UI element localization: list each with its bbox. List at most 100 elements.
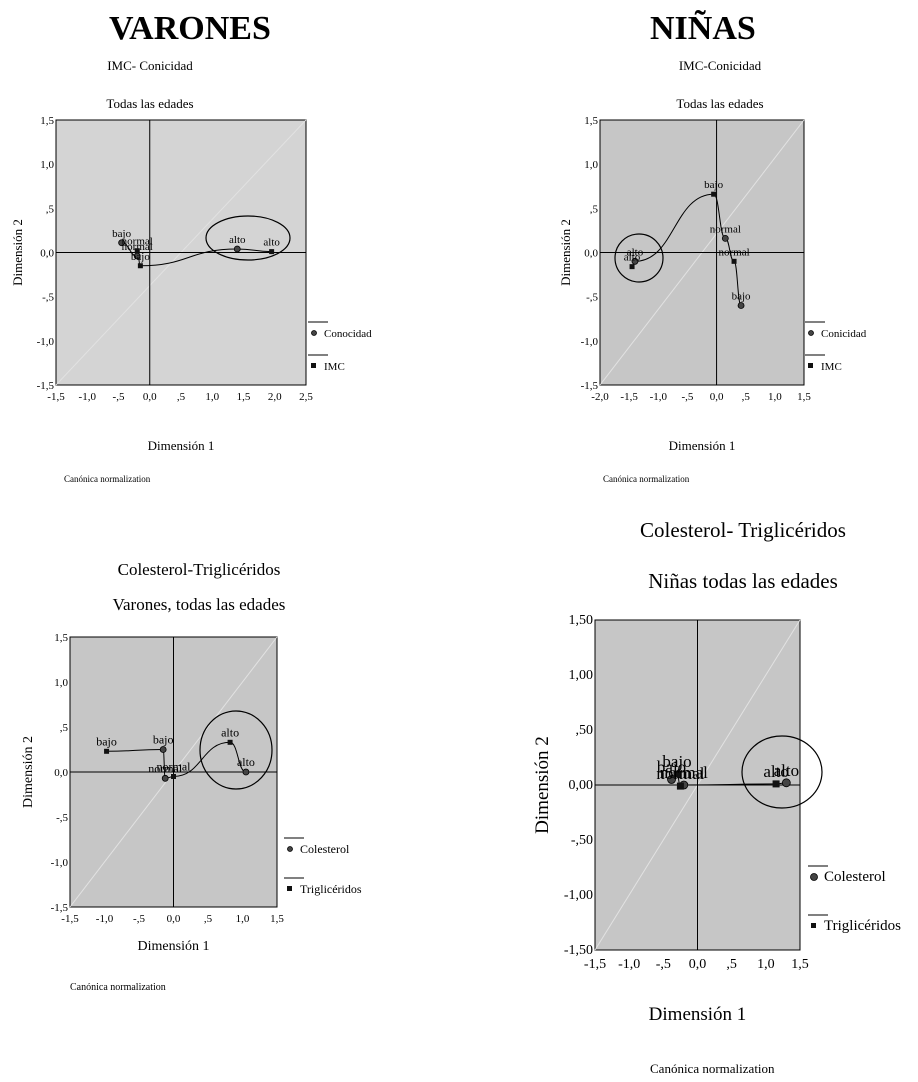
y-tick-label: -1,00	[564, 888, 593, 903]
x-tick-label: 1,0	[768, 391, 782, 403]
x-axis-label: Dimensión 1	[148, 438, 215, 453]
y-axis-label: Dimensión 2	[10, 219, 25, 286]
point-label: normal	[660, 763, 708, 782]
y-tick-label: 1,0	[584, 159, 598, 171]
legend-label: Triglicéridos	[824, 918, 901, 934]
y-tick-label: -1,5	[37, 380, 55, 392]
y-tick-label: 1,5	[40, 115, 54, 127]
x-tick-label: 2,5	[299, 391, 313, 403]
legend-marker-square	[811, 923, 816, 928]
x-axis-label: Dimensión 1	[649, 1004, 747, 1025]
point-label: normal	[148, 761, 183, 775]
point-label: bajo	[732, 291, 751, 303]
y-tick-label: ,5	[46, 203, 55, 215]
y-tick-label: 1,5	[584, 115, 598, 127]
legend-marker-circle	[810, 873, 818, 881]
normalization-note: Canónica normalization	[70, 982, 166, 993]
y-tick-label: 1,5	[54, 632, 68, 644]
legend-marker-circle	[311, 330, 317, 336]
x-tick-label: 1,5	[237, 391, 251, 403]
x-tick-label: 0,0	[689, 957, 707, 972]
legend-marker-circle	[808, 330, 814, 336]
point-triglicéridos-alto	[227, 739, 233, 745]
point-imc-alto	[269, 249, 275, 255]
point-conicidad-bajo	[737, 302, 745, 309]
x-tick-label: -1,5	[47, 391, 65, 403]
point-label: normal	[718, 246, 749, 258]
point-label: normal	[157, 760, 192, 774]
x-tick-label: 0,0	[167, 913, 181, 925]
header-varones: VARONES	[109, 10, 271, 47]
chart-title: Colesterol-Triglicéridos	[118, 560, 281, 579]
chart-1: IMC- Conicidad Todas las edades -1,5 -1,0 -,…	[10, 58, 372, 484]
y-tick-label: -1,0	[37, 336, 55, 348]
x-tick-label: 0,0	[710, 391, 724, 403]
point-triglicéridos-normal	[171, 774, 176, 779]
x-tick-label: 0,0	[143, 391, 157, 403]
y-tick-label: -,50	[571, 833, 593, 848]
point-label: alto	[627, 246, 644, 258]
x-tick-label: -1,0	[96, 913, 114, 925]
highlight-circle	[614, 233, 664, 283]
x-tick-label: -1,0	[79, 391, 97, 403]
point-triglicéridos-alto	[772, 780, 780, 788]
point-conicidad-normal	[721, 234, 729, 242]
point-colesterol-alto	[242, 768, 250, 776]
x-tick-label: -,5	[656, 957, 671, 972]
legend-label: Conocidad	[324, 328, 372, 340]
y-tick-label: 0,00	[569, 778, 594, 793]
x-tick-label: ,5	[726, 957, 737, 972]
y-axis-label: Dimensión 2	[532, 736, 553, 834]
y-axis-label: Dimensión 2	[558, 219, 573, 286]
y-tick-label: 1,50	[569, 613, 594, 628]
point-label: bajo	[112, 228, 131, 240]
legend-label: Colesterol	[824, 869, 886, 885]
x-tick-label: 1,5	[791, 957, 809, 972]
point-imc-bajo	[137, 263, 143, 269]
x-tick-label: 1,0	[757, 957, 775, 972]
legend-label: IMC	[821, 361, 842, 373]
point-label: bajo	[662, 752, 691, 771]
y-tick-label: 1,00	[569, 668, 594, 683]
chart-3: Colesterol-Triglicéridos Varones, todas l…	[21, 560, 362, 993]
point-label: bajo	[131, 251, 150, 263]
point-conocidad-alto	[233, 245, 241, 253]
y-tick-label: -1,5	[51, 902, 69, 914]
point-conocidad-bajo	[118, 239, 126, 247]
x-tick-label: -1,5	[584, 957, 606, 972]
x-tick-label: -1,5	[620, 391, 638, 403]
point-imc-alto	[629, 264, 635, 270]
legend-marker-square	[311, 363, 316, 368]
y-tick-label: -,5	[586, 292, 598, 304]
point-label: alto	[237, 755, 255, 769]
y-tick-label: 1,0	[40, 159, 54, 171]
point-label: bajo	[153, 733, 174, 747]
point-label: bajo	[704, 179, 723, 191]
y-tick-label: -1,0	[581, 336, 599, 348]
point-label: alto	[229, 234, 246, 246]
x-tick-label: 1,0	[236, 913, 250, 925]
point-colesterol-alto	[781, 778, 791, 788]
x-tick-label: 1,5	[270, 913, 284, 925]
x-axis-label: Dimensión 1	[669, 438, 736, 453]
legend-label: IMC	[324, 361, 345, 373]
x-tick-label: 1,5	[797, 391, 811, 403]
y-axis-label: Dimensión 2	[21, 736, 36, 808]
chart-title: IMC- Conicidad	[107, 58, 193, 73]
point-triglicéridos-normal	[676, 782, 684, 790]
normalization-note: Canónica normalization	[650, 1061, 775, 1076]
y-tick-label: -,5	[56, 812, 68, 824]
point-imc-bajo	[711, 191, 717, 197]
x-tick-label: -,5	[113, 391, 125, 403]
header-ninas: NIÑAS	[650, 10, 756, 47]
point-label: bajo	[96, 734, 117, 748]
y-tick-label: -1,50	[564, 943, 593, 958]
chart-title: IMC-Conicidad	[679, 58, 762, 73]
x-tick-label: -1,5	[61, 913, 79, 925]
x-axis-label: Dimensión 1	[138, 939, 210, 954]
x-tick-label: -,5	[681, 391, 693, 403]
chart-4: Colesterol- Triglicéridos Niñas todas las…	[532, 518, 901, 1076]
x-tick-label: -1,0	[650, 391, 668, 403]
y-tick-label: 1,0	[54, 677, 68, 689]
